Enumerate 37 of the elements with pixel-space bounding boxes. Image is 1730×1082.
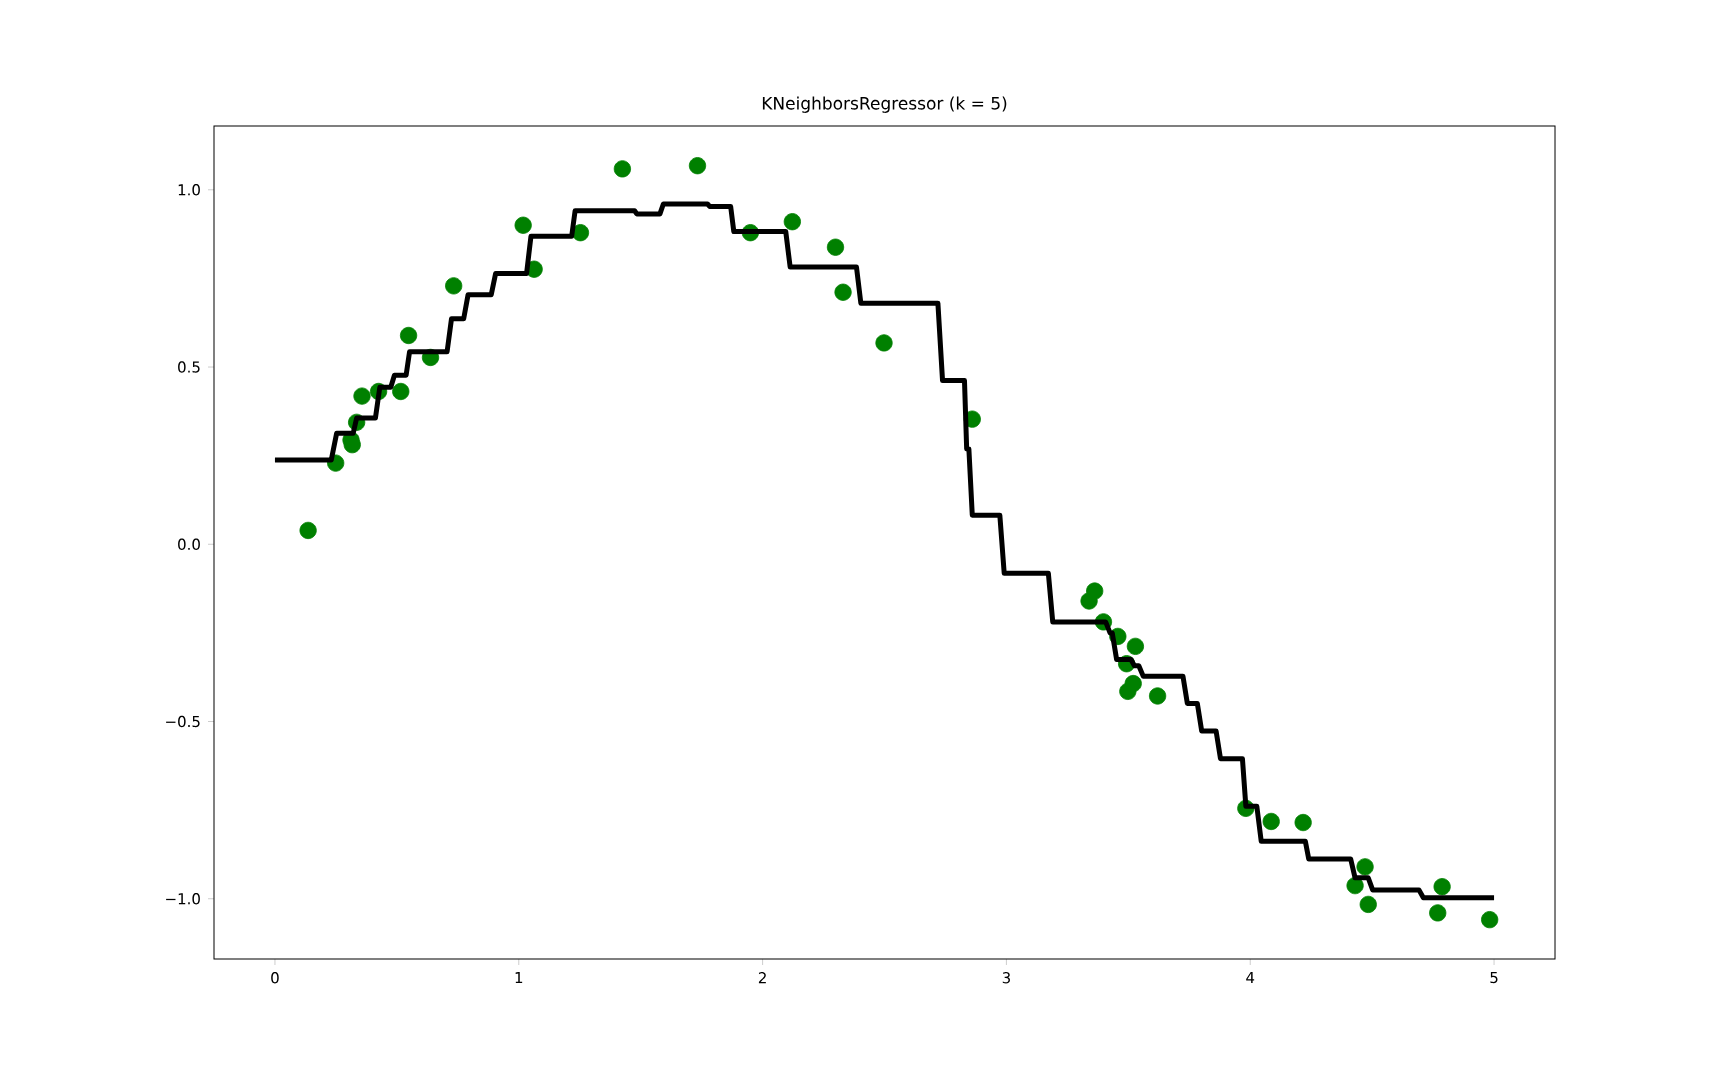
point (571, 224, 590, 242)
y-tick-label: 0.5 (178, 361, 200, 373)
point (445, 277, 463, 295)
point (1126, 637, 1144, 655)
point (1429, 904, 1447, 922)
point (834, 283, 852, 301)
point (1481, 911, 1499, 929)
x-tick-label: 2 (758, 972, 766, 984)
point (1359, 895, 1377, 914)
point (392, 382, 410, 401)
point (353, 387, 371, 405)
y-tick-label: 0.0 (178, 538, 200, 550)
point (1262, 812, 1280, 831)
point (399, 326, 418, 345)
point (826, 238, 845, 256)
y-tick-label: −0.5 (166, 715, 200, 728)
point (1433, 878, 1451, 896)
x-tick-label: 0 (271, 972, 279, 984)
chart-title: KNeighborsRegressor (k = 5) (762, 96, 1007, 113)
point (1294, 813, 1312, 832)
point (688, 157, 707, 175)
point (299, 521, 317, 540)
point (514, 216, 532, 234)
point (1356, 858, 1374, 876)
point (1346, 877, 1364, 895)
y-tick-label: 1.0 (178, 184, 200, 196)
point (783, 213, 801, 231)
x-tick-label: 3 (1002, 972, 1010, 984)
x-tick-label: 1 (515, 972, 523, 983)
point (1124, 674, 1142, 693)
point (1148, 687, 1167, 705)
point (1086, 582, 1104, 600)
x-tick-label: 5 (1490, 972, 1498, 984)
y-tick-label: −1.0 (166, 893, 200, 905)
point (613, 160, 631, 178)
point (875, 334, 893, 352)
x-tick-label: 4 (1246, 972, 1255, 983)
